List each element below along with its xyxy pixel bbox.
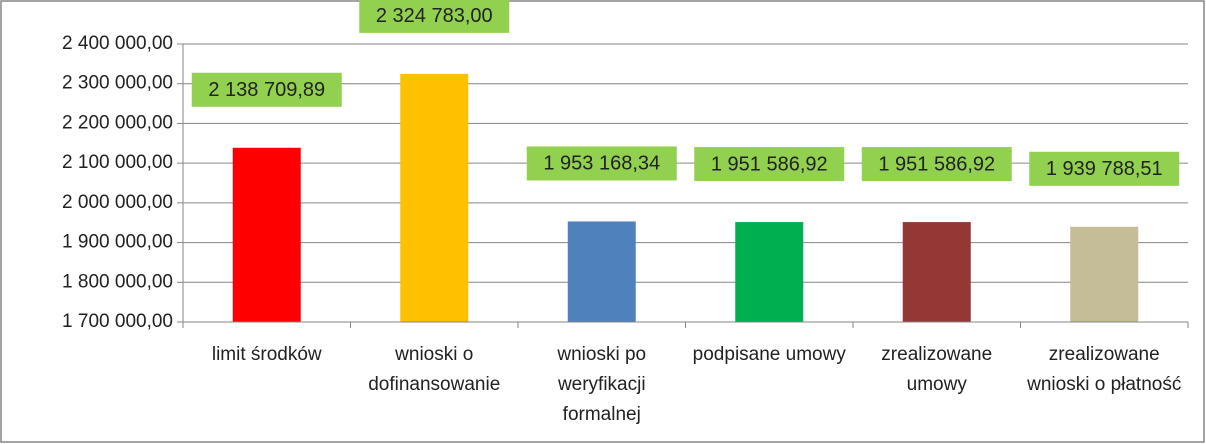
data-label: 2 138 709,89 [208,79,325,101]
data-label: 1 951 586,92 [878,153,995,175]
bar [232,147,301,322]
data-label-box [526,146,677,181]
x-tick-label: wnioski o dofinansowanie [368,344,501,395]
y-tick-label: 2 100 000,00 [62,152,173,173]
x-tick-label: zrealizowane umowy [881,344,993,395]
x-tick-label: limit środków [211,344,322,365]
y-tick-label: 2 000 000,00 [62,192,173,213]
y-tick-label: 1 800 000,00 [62,271,173,292]
y-tick-label: 1 700 000,00 [62,311,173,332]
bar [735,222,804,322]
data-label: 2 324 783,00 [376,5,493,27]
data-label-box [1029,151,1180,186]
data-label: 1 953 168,34 [543,153,660,175]
y-tick-label: 2 300 000,00 [62,73,173,94]
data-label-box [861,147,1012,182]
x-tick-label: zrealizowane wnioski o płatność [1027,344,1182,395]
bar [1070,226,1139,322]
data-label-box [191,72,342,107]
bar [902,222,971,322]
data-label: 1 939 788,51 [1046,158,1163,180]
bar [567,221,636,322]
y-tick-label: 2 200 000,00 [62,112,173,133]
y-tick-label: 1 900 000,00 [62,232,173,253]
data-label-box [359,0,510,33]
y-tick-label: 2 400 000,00 [62,33,173,54]
data-label-box [694,147,845,182]
bar [400,73,469,323]
x-tick-label: podpisane umowy [692,344,846,365]
x-tick-label: wnioski po weryfikacji formalnej [557,344,647,425]
data-label: 1 951 586,92 [711,153,828,175]
